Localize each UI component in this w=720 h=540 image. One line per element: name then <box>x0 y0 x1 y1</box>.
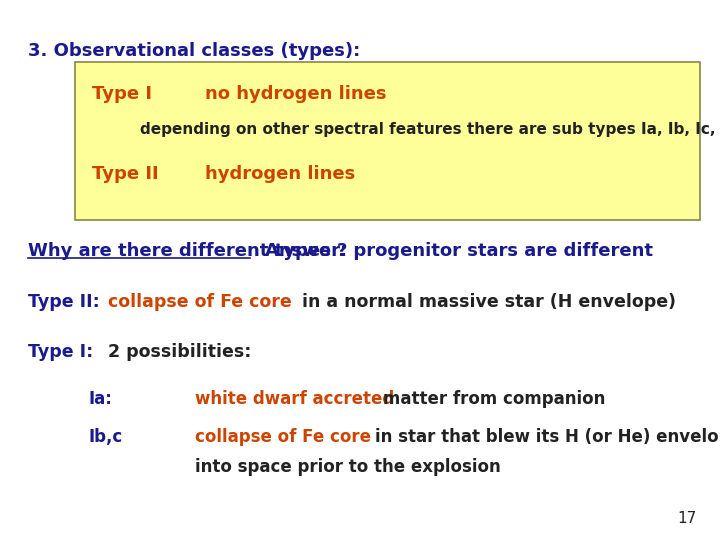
Text: Type II: Type II <box>92 165 158 183</box>
Text: into space prior to the explosion: into space prior to the explosion <box>195 458 500 476</box>
Text: Why are there different types ?: Why are there different types ? <box>28 242 347 260</box>
Text: Ia:: Ia: <box>88 390 112 408</box>
FancyBboxPatch shape <box>75 62 700 220</box>
Text: collapse of Fe core: collapse of Fe core <box>108 293 292 311</box>
Text: 17: 17 <box>678 511 697 526</box>
Text: no hydrogen lines: no hydrogen lines <box>205 85 387 103</box>
Text: in a normal massive star (H envelope): in a normal massive star (H envelope) <box>302 293 676 311</box>
Text: Type II:: Type II: <box>28 293 100 311</box>
Text: Ib,c: Ib,c <box>88 428 122 446</box>
Text: white dwarf accreted: white dwarf accreted <box>195 390 395 408</box>
Text: 3. Observational classes (types):: 3. Observational classes (types): <box>28 42 360 60</box>
Text: collapse of Fe core: collapse of Fe core <box>195 428 371 446</box>
Text: 2 possibilities:: 2 possibilities: <box>108 343 251 361</box>
Text: Answer: progenitor stars are different: Answer: progenitor stars are different <box>265 242 653 260</box>
Text: in star that blew its H (or He) envelope: in star that blew its H (or He) envelope <box>375 428 720 446</box>
Text: Type I: Type I <box>92 85 152 103</box>
Text: Type I:: Type I: <box>28 343 94 361</box>
Text: matter from companion: matter from companion <box>383 390 606 408</box>
Text: hydrogen lines: hydrogen lines <box>205 165 355 183</box>
Text: depending on other spectral features there are sub types Ia, Ib, Ic, ...: depending on other spectral features the… <box>140 122 720 137</box>
